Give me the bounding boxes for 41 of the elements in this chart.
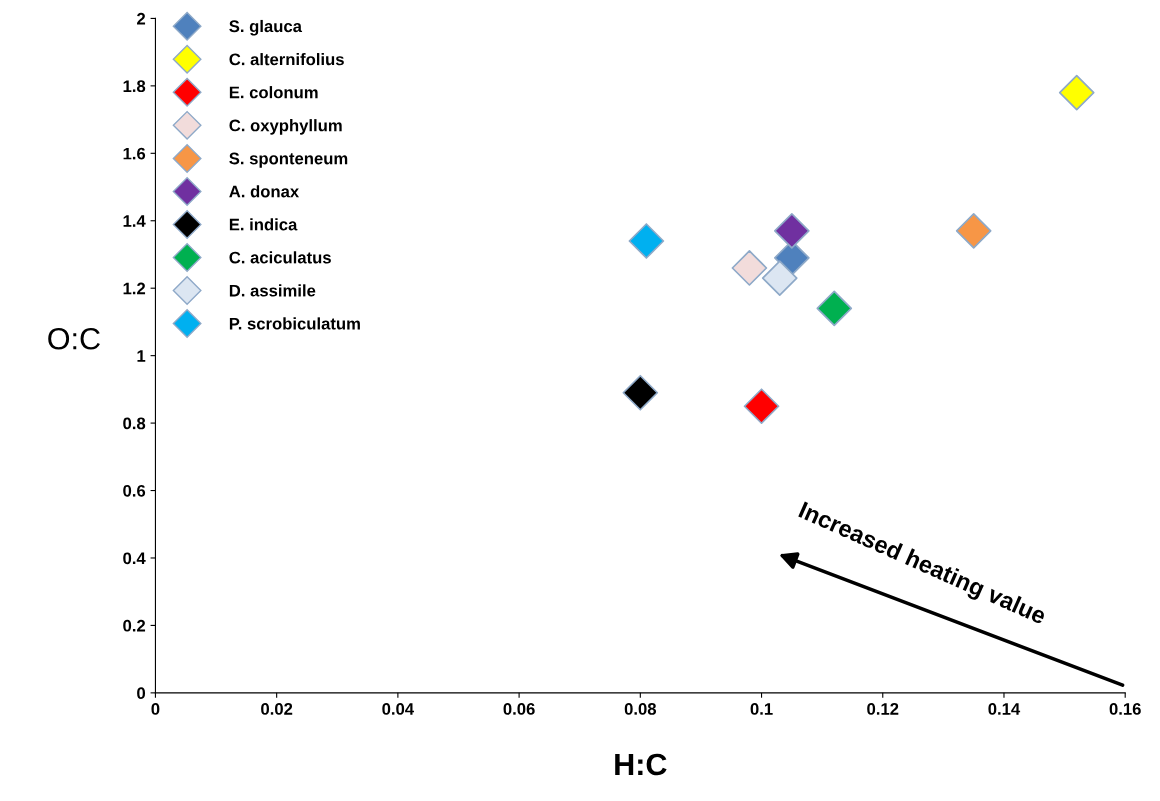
- y-tick-label: 0.6: [123, 484, 146, 497]
- point: [816, 290, 853, 327]
- point: [622, 374, 659, 411]
- point: [743, 388, 780, 425]
- point: [773, 213, 810, 249]
- y-tick-label: 2: [137, 12, 146, 25]
- y-tick-label: 1.8: [123, 80, 146, 93]
- legend-label: C. aciculatus: [229, 251, 331, 264]
- y-tick-label: 1.6: [123, 147, 146, 160]
- point: [955, 213, 992, 249]
- x-tick-label: 0.06: [503, 703, 535, 715]
- legend-label: P. scrobiculatum: [229, 317, 360, 330]
- y-tick-label: 1.4: [123, 215, 146, 227]
- x-tick-label: 0.1: [750, 703, 773, 715]
- x-tick-label: 0.14: [988, 703, 1021, 715]
- legend-label: E. indica: [229, 218, 298, 231]
- x-tick-label: 0: [151, 703, 160, 715]
- legend-label: D. assimile: [229, 284, 316, 297]
- x-tick-label: 0.04: [382, 703, 415, 715]
- legend-label: S. sponteneum: [229, 152, 348, 168]
- point: [731, 250, 768, 286]
- y-tick-label: 0: [137, 687, 146, 700]
- y-tick-label: 0.4: [123, 552, 146, 565]
- x-tick-label: 0.02: [261, 703, 293, 715]
- y-tick-label: 0.2: [123, 619, 146, 632]
- x-tick-label: 0.08: [624, 703, 657, 715]
- x-tick-label: 0.16: [1109, 703, 1141, 715]
- y-axis-title: O:C: [48, 327, 100, 350]
- legend-label: C. alternifolius: [229, 53, 344, 66]
- point: [1058, 74, 1095, 111]
- y-tick-label: 1: [137, 350, 146, 362]
- x-tick-label: 0.12: [867, 703, 899, 715]
- point: [628, 223, 665, 259]
- legend-label: S. glauca: [229, 19, 303, 36]
- y-tick-label: 0.8: [123, 417, 146, 430]
- x-axis-title: H:C: [615, 753, 667, 776]
- legend-label: A. donax: [229, 185, 300, 198]
- point: [761, 260, 798, 296]
- legend-label: C. oxyphyllum: [229, 119, 342, 135]
- legend-label: E. colonum: [229, 86, 318, 99]
- y-tick-label: 1.2: [123, 282, 146, 295]
